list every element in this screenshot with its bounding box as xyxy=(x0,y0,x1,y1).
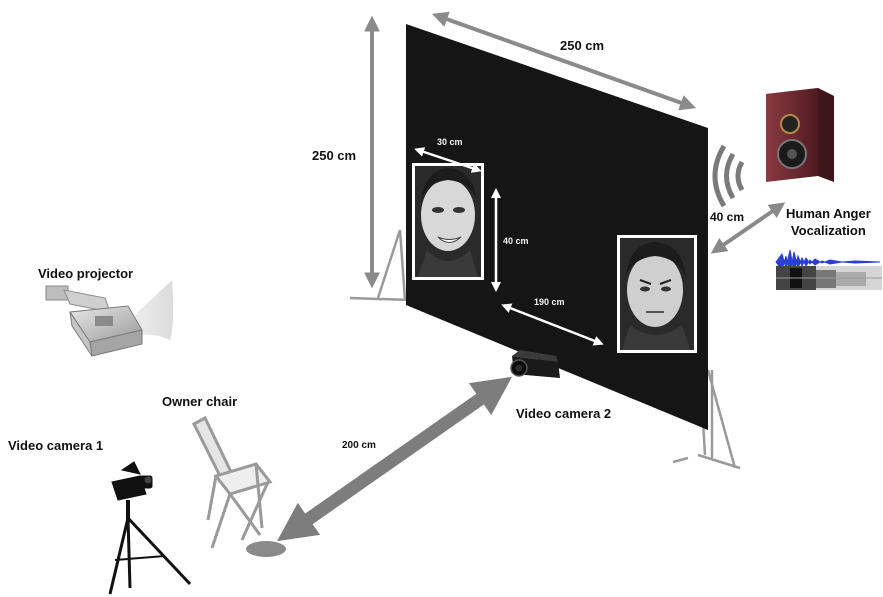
speaker-icon xyxy=(766,88,834,182)
spectrogram-icon xyxy=(776,266,882,290)
video-camera-2-label: Video camera 2 xyxy=(516,406,612,421)
tripod-camera-icon xyxy=(108,461,192,595)
chair-distance-arrow xyxy=(277,376,512,542)
waveform-icon xyxy=(775,249,881,275)
screen-width-arrow xyxy=(431,11,697,111)
face-width-arrow xyxy=(414,147,482,173)
angry-face-stimulus xyxy=(617,235,697,353)
speaker-distance-label: 40 cm xyxy=(710,210,745,224)
happy-face-stimulus xyxy=(412,163,484,280)
video-projector-icon xyxy=(45,280,174,357)
chair-marker xyxy=(246,541,286,557)
screen-height-label: 250 cm xyxy=(312,148,357,163)
screen-width-label: 250 cm xyxy=(560,38,605,53)
video-camera-1-label: Video camera 1 xyxy=(8,438,104,453)
chair-icon xyxy=(192,415,273,549)
sound-waves-icon xyxy=(712,144,745,208)
vocalization-label: Human Anger Vocalization xyxy=(786,205,871,239)
video-camera-icon xyxy=(510,350,560,378)
vocalization-label-line2: Vocalization xyxy=(790,223,866,238)
vocalization-label-line1: Human Anger xyxy=(786,206,871,221)
speaker-distance-arrow xyxy=(710,202,786,254)
video-projector-label: Video projector xyxy=(38,266,134,281)
face-width-label: 30 cm xyxy=(437,137,463,147)
owner-chair-label: Owner chair xyxy=(162,394,238,409)
face-gap-label: 190 cm xyxy=(534,297,565,307)
chair-distance-label: 200 cm xyxy=(342,440,376,451)
face-height-label: 40 cm xyxy=(503,236,529,246)
face-gap-arrow xyxy=(501,303,604,346)
